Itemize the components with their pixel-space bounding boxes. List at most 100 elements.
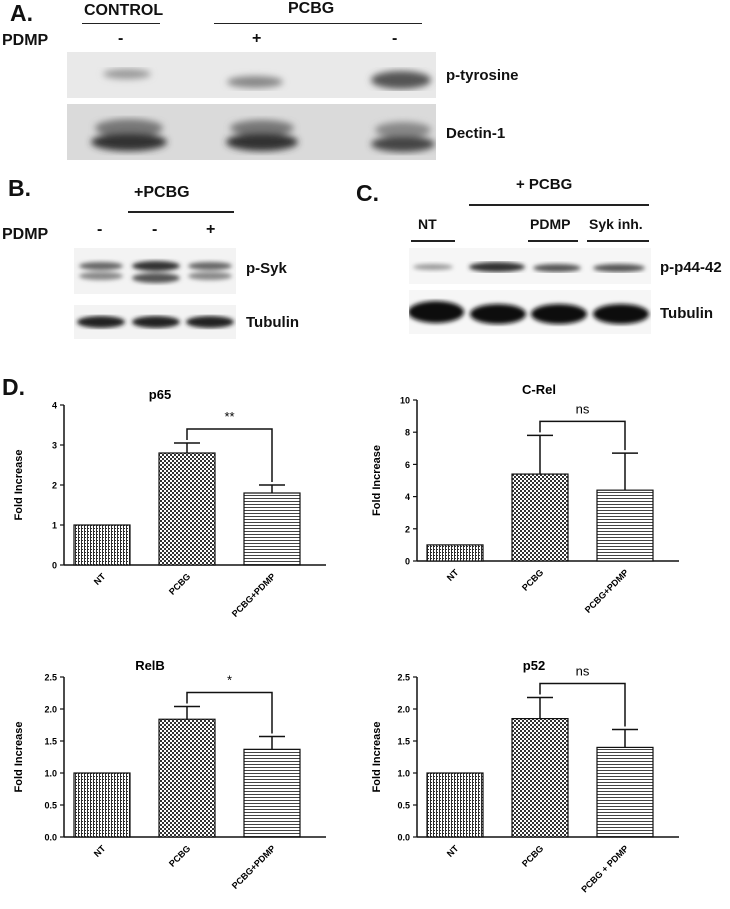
p-p44-42-label: p-p44-42 [660,259,722,276]
c-rel-y-tick-label: 10 [400,396,410,406]
c-rel-category-label-1: PCBG [520,567,545,592]
panel-b-sign-3: + [206,221,216,238]
pcbg-header: PCBG [288,0,335,17]
c-rel-y-axis-label: Fold Increase [371,445,383,516]
p52-category-label-0: NT [445,843,461,859]
p65-category-label-2: PCBG+PDMP [230,571,278,619]
relb-y-tick-label: 0.0 [44,833,57,843]
lane-sign-1: - [118,30,124,47]
panel-c-tubulin-blot [409,290,651,334]
p65-y-tick-label: 2 [52,481,57,491]
c-rel-title: C-Rel [522,382,556,397]
c-rel-category-label-2: PCBG+PDMP [583,567,631,615]
p65-bar-2 [243,492,301,566]
panel-c-tubulin-label: Tubulin [660,305,714,322]
relb-category-label-1: PCBG [167,843,192,868]
lane-pdmp-underline [528,240,578,242]
relb-category-label-2: PCBG+PDMP [230,843,278,891]
panel-c-pcbg-underline [469,204,649,206]
c-rel-bar-0 [426,544,484,562]
panel-c-pcbg-header: + PCBG [516,176,573,193]
p65-y-tick-label: 4 [52,401,57,411]
panel-a-label: A. [10,0,33,26]
control-header: CONTROL [84,2,164,19]
relb-y-tick-label: 0.5 [44,801,57,811]
p52-y-axis-label: Fold Increase [371,722,383,793]
control-underline [82,23,160,24]
relb-significance-label: * [227,672,232,687]
p52-bar-1 [511,717,569,838]
p52-y-tick-label: 0.5 [397,801,410,811]
p65-bar-0 [73,524,131,566]
p52-significance-label: ns [576,663,590,678]
panel-b-sign-1: - [97,221,103,238]
p52-title: p52 [523,658,545,673]
p52-chart: p52 Fold Increase 0.0 0.5 1.0 1.5 2.0 2.5 NT PCBG… [371,658,679,894]
panel-b-sign-2: - [152,221,158,238]
relb-title: RelB [135,658,165,673]
p52-significance-bracket [539,682,626,727]
c-rel-y-tick-label: 8 [405,428,410,438]
c-rel-chart: C-Rel Fold Increase 0 2 4 6 8 10 NT PCBG PCBG+PDMP… [371,382,679,615]
lane-sign-2: + [252,30,262,47]
p52-y-tick-label: 1.0 [397,769,410,779]
panel-b-pcbg-header: +PCBG [134,184,190,201]
relb-bar-1 [158,718,216,838]
panel-c-label: C. [356,180,379,206]
lane-syk-inh-underline [587,240,649,242]
p65-y-tick-label: 1 [52,521,57,531]
p52-bar-0 [426,772,484,838]
p52-y-tick-label: 2.0 [397,705,410,715]
c-rel-significance-label: ns [576,401,590,416]
p65-y-axis-label: Fold Increase [13,450,25,521]
c-rel-y-tick-label: 0 [405,557,410,567]
pcbg-underline [214,23,422,24]
panel-b-tubulin-blot [74,305,236,339]
pdmp-row-label: PDMP [2,32,49,49]
relb-chart: RelB Fold Increase 0.0 0.5 1.0 1.5 2.0 2.5 NT PCB… [13,658,326,891]
dectin-1-blot [67,104,436,160]
c-rel-category-label-0: NT [445,567,461,583]
relb-significance-bracket [186,691,273,734]
lane-nt-underline [411,240,455,242]
panel-b-pcbg-underline [128,211,234,213]
c-rel-bar-1 [511,473,569,562]
p-p44-42-blot [409,248,651,284]
p65-title: p65 [149,387,171,402]
relb-y-tick-label: 1.0 [44,769,57,779]
p-syk-blot [74,248,236,294]
dectin-1-label: Dectin-1 [446,125,506,142]
p65-chart: p65 Fold Increase 0 1 2 3 4 NT PCBG PCBG+PDMP ** [13,387,326,619]
panel-b-tubulin-label: Tubulin [246,314,300,331]
relb-bar-2 [243,748,301,838]
c-rel-significance-bracket [539,420,626,451]
relb-y-tick-label: 1.5 [44,737,57,747]
relb-bar-0 [73,772,131,838]
p65-y-tick-label: 0 [52,561,57,571]
lane-sign-3: - [392,30,398,47]
p52-category-label-1: PCBG [520,843,545,868]
c-rel-y-tick-label: 6 [405,460,410,470]
p52-y-tick-label: 2.5 [397,673,410,683]
p52-category-label-2: PCBG + PDMP [579,843,630,894]
relb-category-label-0: NT [92,843,108,859]
p65-category-label-0: NT [92,571,108,587]
p52-bar-2 [596,746,654,838]
p65-bar-1 [158,452,216,566]
p-tyrosine-label: p-tyrosine [446,67,519,84]
p52-y-tick-label: 0.0 [397,833,410,843]
p65-y-tick-label: 3 [52,441,57,451]
p-tyrosine-blot [67,52,436,98]
panel-b-label: B. [8,175,31,201]
p65-significance-label: ** [224,409,234,424]
lane-nt-label: NT [418,216,437,232]
lane-syk-inh-label: Syk inh. [589,216,643,232]
panel-d-label: D. [2,374,25,400]
p-syk-label: p-Syk [246,260,287,277]
c-rel-y-tick-label: 4 [405,492,410,502]
panel-b-pdmp-label: PDMP [2,226,49,243]
relb-y-tick-label: 2.5 [44,673,57,683]
relb-y-tick-label: 2.0 [44,705,57,715]
c-rel-bar-2 [596,489,654,562]
relb-y-axis-label: Fold Increase [13,722,25,793]
